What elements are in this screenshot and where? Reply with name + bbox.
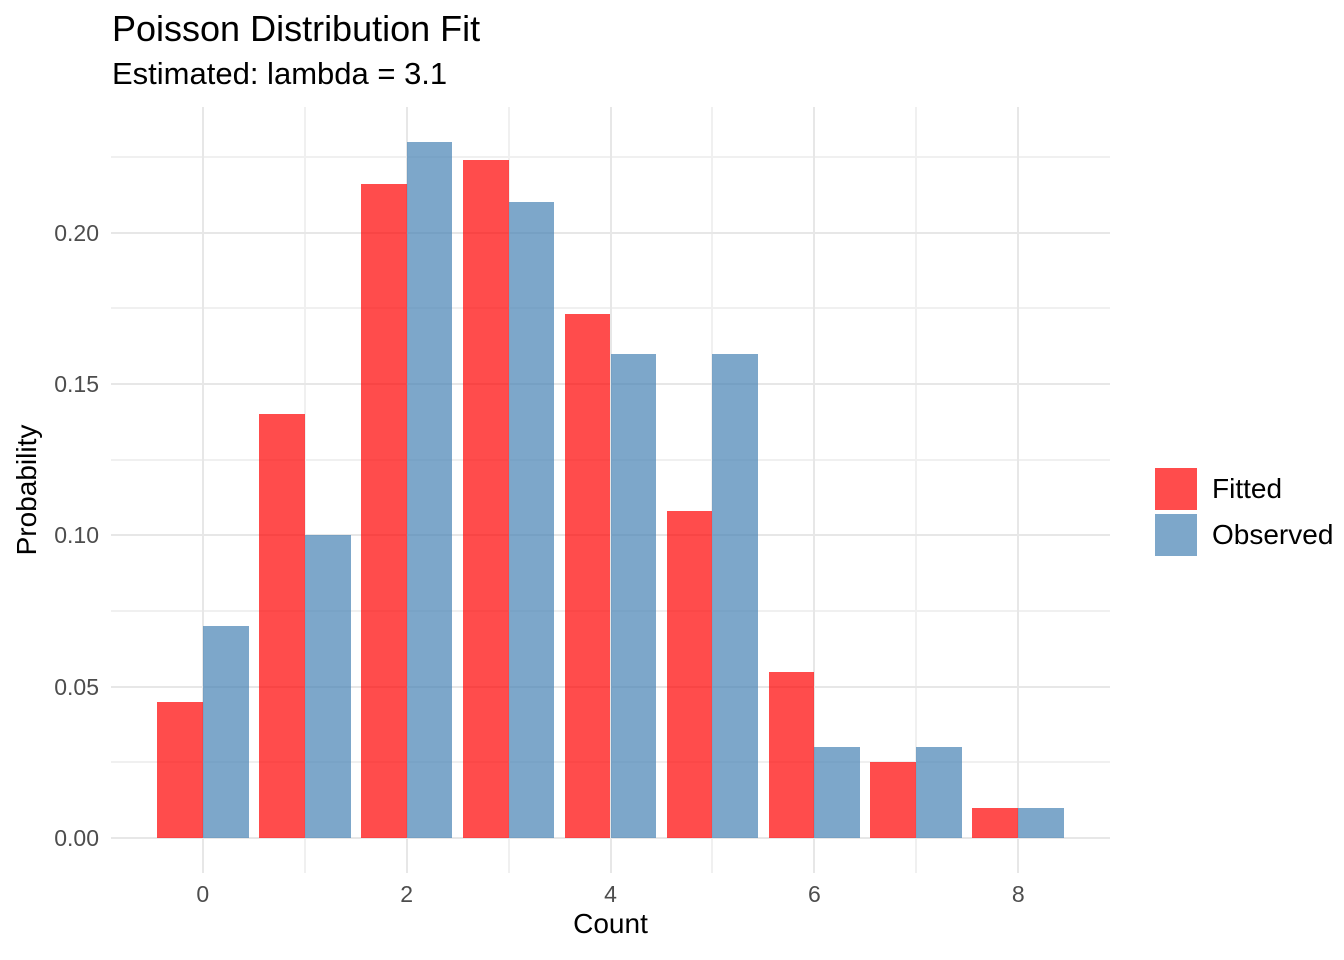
legend: Fitted Observed xyxy=(1155,468,1333,556)
x-tick-label-8: 8 xyxy=(1011,881,1025,907)
legend-label-observed: Observed xyxy=(1212,519,1334,550)
x-tick-label-6: 6 xyxy=(807,881,821,907)
gridline-x-major xyxy=(813,107,816,873)
chart-title: Poisson Distribution Fit xyxy=(112,8,481,49)
gridline-x-minor xyxy=(915,107,918,873)
bar-observed-1 xyxy=(304,535,351,839)
bar-observed-2 xyxy=(406,141,453,839)
gridline-x-major xyxy=(201,107,204,873)
y-tick-label-0.15: 0.15 xyxy=(54,371,99,398)
bar-fitted-4 xyxy=(564,314,611,839)
bar-observed-8 xyxy=(1018,807,1065,839)
bar-fitted-3 xyxy=(462,159,509,839)
bar-fitted-7 xyxy=(870,762,917,839)
chart-subtitle: Estimated: lambda = 3.1 xyxy=(112,56,448,91)
x-tick-label-0: 0 xyxy=(196,881,210,907)
x-tick-label-2: 2 xyxy=(400,881,413,907)
y-tick-label-0.20: 0.20 xyxy=(54,219,99,246)
bar-fitted-8 xyxy=(972,807,1019,839)
bar-fitted-6 xyxy=(768,671,815,839)
bar-observed-6 xyxy=(814,747,861,839)
bar-fitted-2 xyxy=(360,184,407,839)
legend-key-fitted xyxy=(1155,468,1197,510)
y-tick-label-0.00: 0.00 xyxy=(54,825,99,852)
x-axis-title: Count xyxy=(573,908,648,939)
bar-observed-4 xyxy=(610,353,657,839)
x-tick-label-4: 4 xyxy=(604,881,617,907)
bar-observed-3 xyxy=(508,202,555,839)
bar-fitted-1 xyxy=(258,414,305,839)
legend-entry-fitted: Fitted xyxy=(1155,468,1333,510)
plot-panel xyxy=(111,107,1110,873)
gridline-x-minor xyxy=(303,107,306,873)
bar-fitted-0 xyxy=(156,701,203,839)
bar-fitted-5 xyxy=(666,511,713,839)
bar-observed-5 xyxy=(712,353,759,839)
gridline-x-major xyxy=(1017,107,1020,873)
y-tick-label-0.10: 0.10 xyxy=(54,522,99,549)
y-tick-label-0.05: 0.05 xyxy=(54,673,99,700)
legend-entry-observed: Observed xyxy=(1155,514,1333,556)
bar-observed-0 xyxy=(202,626,249,839)
legend-key-observed xyxy=(1155,514,1197,556)
legend-label-fitted: Fitted xyxy=(1212,473,1283,504)
bar-observed-7 xyxy=(916,747,963,839)
